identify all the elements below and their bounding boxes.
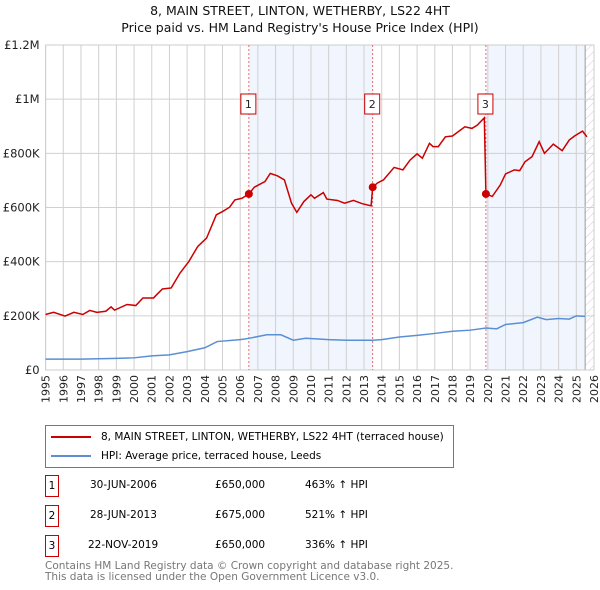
x-tick-label: 2024	[553, 375, 566, 403]
transaction-number: 1	[45, 475, 59, 497]
x-tick-label: 2014	[376, 375, 389, 403]
footer-line: This data is licensed under the Open Gov…	[45, 571, 380, 583]
x-tick-label: 2016	[411, 375, 424, 403]
transaction-label: 3	[482, 98, 489, 111]
legend-item-property: 8, MAIN STREET, LINTON, WETHERBY, LS22 4…	[51, 431, 444, 443]
transaction-hpi: 463% ↑ HPI	[305, 479, 368, 491]
hpi-series-line	[45, 315, 586, 360]
x-tick-label: 2015	[393, 375, 406, 403]
transaction-label-box	[477, 93, 494, 115]
x-tick-label: 2006	[234, 375, 247, 403]
transaction-label-box	[240, 93, 257, 115]
x-tick-label: 2013	[358, 375, 371, 403]
chart-title: 8, MAIN STREET, LINTON, WETHERBY, LS22 4…	[150, 3, 450, 18]
transaction-number: 2	[45, 505, 59, 527]
x-tick-label: 2020	[482, 375, 495, 403]
transaction-marker	[368, 183, 377, 192]
transaction-date: 30-JUN-2006	[90, 479, 157, 491]
x-tick-label: 1999	[110, 375, 123, 403]
x-tick-label: 2002	[163, 375, 176, 403]
y-tick-label: £600K	[3, 201, 40, 215]
x-tick-label: 2001	[146, 375, 159, 403]
transaction-label: 2	[369, 98, 376, 111]
y-tick-label: £1M	[15, 92, 40, 106]
x-tick-label: 2019	[464, 375, 477, 403]
x-tick-label: 2009	[287, 375, 300, 403]
x-tick-label: 1996	[57, 375, 70, 403]
x-tick-label: 2021	[500, 375, 513, 403]
footer: Contains HM Land Registry data © Crown c…	[45, 561, 453, 583]
x-tick-label: 2010	[305, 375, 318, 403]
chart-subtitle: Price paid vs. HM Land Registry's House …	[121, 20, 479, 35]
x-tick-label: 1997	[75, 375, 88, 403]
transaction-label: 1	[245, 98, 252, 111]
transaction-price: £650,000	[215, 479, 266, 491]
plot-border	[45, 44, 595, 371]
x-tick-label: 2022	[517, 375, 530, 403]
x-tick-label: 2008	[270, 375, 283, 403]
legend-label: HPI: Average price, terraced house, Leed…	[101, 450, 322, 462]
transaction-label-box	[364, 93, 381, 115]
legend: 8, MAIN STREET, LINTON, WETHERBY, LS22 4…	[45, 425, 454, 468]
transaction-date: 28-JUN-2013	[90, 509, 157, 521]
transaction-marker	[481, 189, 490, 198]
x-tick-label: 2012	[340, 375, 353, 403]
x-tick-label: 2026	[588, 375, 600, 403]
plot-area: 1995 1996 1997 1998 1999 2000 2001 2002 2003 2004…	[3, 38, 600, 403]
transaction-hpi: 521% ↑ HPI	[305, 509, 368, 521]
y-tick-label: £400K	[3, 255, 40, 269]
y-tick-label: £200K	[3, 309, 40, 323]
legend-swatch-blue	[51, 455, 91, 457]
x-tick-label: 2003	[181, 375, 194, 403]
legend-swatch-red	[51, 436, 91, 438]
x-tick-label: 2005	[217, 375, 230, 403]
x-tick-label: 2007	[252, 375, 265, 403]
x-tick-label: 2000	[128, 375, 141, 403]
x-tick-label: 2011	[323, 375, 336, 403]
x-tick-label: 2025	[570, 375, 583, 403]
transaction-date: 22-NOV-2019	[88, 539, 159, 551]
x-tick-label: 2004	[199, 375, 212, 403]
transaction-price: £675,000	[215, 509, 266, 521]
legend-label: 8, MAIN STREET, LINTON, WETHERBY, LS22 4…	[101, 431, 444, 443]
x-tick-label: 2017	[429, 375, 442, 403]
x-tick-label: 1998	[93, 375, 106, 403]
x-tick-label: 2018	[446, 375, 459, 403]
footer-line: Contains HM Land Registry data © Crown c…	[45, 560, 454, 572]
legend-item-hpi: HPI: Average price, terraced house, Leed…	[51, 450, 321, 462]
property-series-line	[45, 116, 588, 317]
transaction-marker	[244, 189, 253, 198]
transaction-price: £650,000	[215, 539, 266, 551]
transaction-hpi: 336% ↑ HPI	[305, 539, 368, 551]
y-tick-label: £1.2M	[4, 38, 40, 52]
y-tick-label: £0	[25, 363, 40, 377]
x-tick-label: 1995	[40, 375, 53, 403]
x-tick-label: 2023	[535, 375, 548, 403]
y-tick-label: £800K	[3, 146, 40, 160]
transaction-number: 3	[45, 535, 59, 557]
